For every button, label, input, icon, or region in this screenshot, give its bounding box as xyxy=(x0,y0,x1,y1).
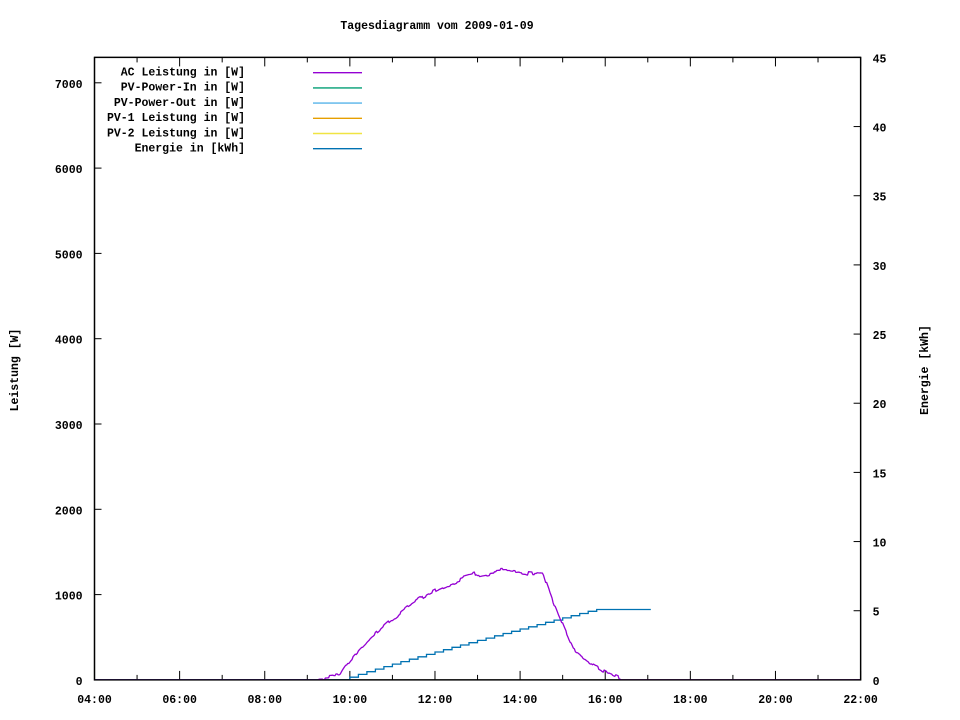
svg-text:06:00: 06:00 xyxy=(162,694,197,707)
svg-text:16:00: 16:00 xyxy=(588,694,623,707)
svg-text:10: 10 xyxy=(873,538,887,551)
svg-text:4000: 4000 xyxy=(55,335,83,348)
svg-text:PV-Power-In in [W]: PV-Power-In in [W] xyxy=(121,82,245,95)
svg-text:Leistung [W]: Leistung [W] xyxy=(9,329,22,412)
svg-text:Tagesdiagramm vom 2009-01-09: Tagesdiagramm vom 2009-01-09 xyxy=(340,20,533,33)
svg-text:PV-Power-Out in [W]: PV-Power-Out in [W] xyxy=(114,97,245,110)
svg-text:5: 5 xyxy=(873,607,880,620)
svg-text:45: 45 xyxy=(873,53,887,66)
svg-text:10:00: 10:00 xyxy=(333,694,368,707)
svg-text:20:00: 20:00 xyxy=(758,694,793,707)
svg-text:Energie [kWh]: Energie [kWh] xyxy=(919,325,932,415)
svg-text:14:00: 14:00 xyxy=(503,694,538,707)
svg-text:AC Leistung in [W]: AC Leistung in [W] xyxy=(121,67,245,80)
svg-text:3000: 3000 xyxy=(55,420,83,433)
svg-text:0: 0 xyxy=(873,676,880,689)
svg-text:12:00: 12:00 xyxy=(418,694,453,707)
svg-text:25: 25 xyxy=(873,330,887,343)
svg-text:22:00: 22:00 xyxy=(843,694,878,707)
svg-text:5000: 5000 xyxy=(55,249,83,262)
svg-text:7000: 7000 xyxy=(55,79,83,92)
svg-text:15: 15 xyxy=(873,468,887,481)
svg-text:40: 40 xyxy=(873,123,887,136)
svg-text:PV-2 Leistung in [W]: PV-2 Leistung in [W] xyxy=(107,127,245,140)
svg-text:2000: 2000 xyxy=(55,505,83,518)
svg-text:18:00: 18:00 xyxy=(673,694,708,707)
svg-text:30: 30 xyxy=(873,261,887,274)
svg-text:1000: 1000 xyxy=(55,591,83,604)
svg-text:PV-1 Leistung in [W]: PV-1 Leistung in [W] xyxy=(107,112,245,125)
svg-text:08:00: 08:00 xyxy=(247,694,282,707)
svg-text:6000: 6000 xyxy=(55,164,83,177)
svg-text:35: 35 xyxy=(873,192,887,205)
svg-text:04:00: 04:00 xyxy=(77,694,112,707)
svg-text:20: 20 xyxy=(873,399,887,412)
svg-text:Energie in [kWh]: Energie in [kWh] xyxy=(135,143,245,156)
svg-text:0: 0 xyxy=(76,676,83,689)
